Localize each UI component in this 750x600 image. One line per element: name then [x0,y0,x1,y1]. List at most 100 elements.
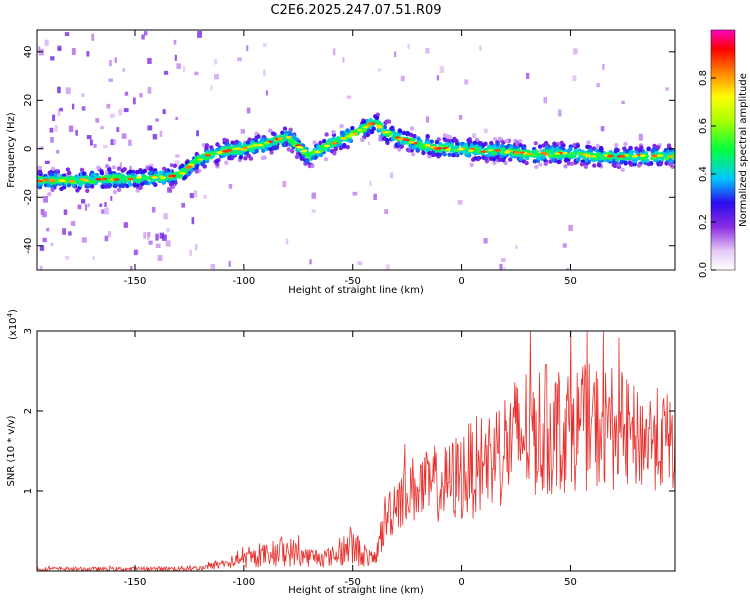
spectrum-speckle [46,227,50,232]
spectrum-ridge-peak [494,149,501,152]
spectrum-ridge-core [672,152,675,156]
spectrum-ridge-peak [445,148,452,151]
spectrum-ridge-point [583,164,589,169]
spectrum-speckle [129,165,132,172]
spectrum-ridge-point [619,160,624,165]
spectrogram-x-tick-label: -150 [124,276,147,287]
snr-y-tick-label: 1 [23,488,34,494]
spectrum-speckle [596,82,600,88]
spectrum-speckle [89,139,93,146]
spectrogram-x-label: Height of straight line (km) [288,285,424,296]
snr-x-tick-label: 0 [458,577,464,588]
spectrum-ridge-point [594,148,599,153]
spectrum-ridge-point [120,183,126,189]
spectrum-speckle [165,240,171,247]
spectrum-ridge-peak [135,176,142,179]
spectrum-speckle [77,204,82,210]
spectrum-ridge-point [498,157,503,162]
spectrum-ridge-core [570,151,576,156]
spectrum-speckle [214,58,218,65]
spectrum-ridge-point [518,142,523,148]
spectrum-speckle [309,259,312,265]
spectrum-ridge-point [656,145,661,150]
spectrum-ridge-point [215,142,220,147]
spectrum-ridge-point [592,163,597,168]
spectrum-ridge-peak [204,154,211,157]
spectrum-speckle [102,144,108,149]
spectrum-speckle [425,47,430,54]
spectrum-ridge-point [148,166,154,172]
spectrum-ridge-peak [503,151,510,154]
spectrum-ridge-point [79,167,85,173]
spectrum-speckle [352,191,358,196]
spectrum-ridge-point [412,133,417,139]
spectrum-ridge-peak [367,122,374,125]
spectrum-speckle [122,68,125,72]
spectrum-ridge-point [247,137,252,142]
spectrogram-y-tick-label: -40 [23,238,34,254]
spectrum-speckle [155,118,159,122]
spectrum-ridge-peak [196,158,203,161]
spectrum-ridge-point [99,171,105,176]
spectrum-ridge-point [267,128,273,133]
spectrum-ridge-core [257,146,263,150]
spectrum-ridge-core [90,180,96,184]
spectrum-speckle [93,144,97,148]
spectrum-ridge-peak [561,151,568,155]
spectrum-ridge-core [577,152,583,156]
spectrum-ridge-peak [519,151,526,154]
spectrum-speckle [50,56,55,61]
spectrum-ridge-peak [301,149,308,153]
spectrogram-y-tick-label: 20 [23,94,34,107]
spectrum-ridge-point [518,156,524,162]
spectrum-ridge-point [389,126,394,132]
spectrum-ridge-point [611,162,616,168]
spectrum-speckle [285,238,289,245]
spectrum-speckle [167,187,173,193]
spectrum-speckle [436,75,440,81]
spectrum-ridge-point [401,130,407,136]
spectrum-ridge-peak [429,145,436,149]
spectrum-speckle [194,244,198,251]
spectrum-ridge-peak [127,177,134,181]
spectrum-ridge-point [282,126,288,131]
spectrum-ridge-point [143,180,149,185]
spectrum-ridge-point [669,158,674,164]
spectrum-speckle [143,31,148,36]
spectrum-ridge-point [451,152,456,158]
spectrum-ridge-point [323,157,329,162]
snr-x-tick-label: -150 [124,577,147,588]
spectrum-speckle [174,160,180,168]
spectrum-ridge-peak [48,178,55,182]
spectrum-ridge-peak [188,163,195,166]
spectrum-ridge-point [534,164,539,170]
spectrum-speckle [81,199,86,204]
spectrum-ridge-point [646,161,652,167]
spectrum-ridge-peak [314,150,321,154]
spectrum-speckle [210,85,213,91]
spectrum-ridge-point [53,173,58,178]
spectrum-speckle [501,258,506,263]
spectrum-ridge-point [524,160,529,166]
spectrum-ridge-point [345,144,350,150]
spectrum-speckle [464,79,469,85]
spectrum-ridge-peak [619,155,626,158]
spectrum-speckle [43,196,48,203]
spectrum-ridge-peak [487,149,494,152]
spectrum-ridge-peak [651,154,658,158]
spectrum-ridge-point [524,155,530,161]
spectrum-speckle [155,233,159,241]
spectrogram-x-tick-label: -100 [233,276,256,287]
spectrum-ridge-point [492,160,497,166]
spectrum-ridge-point [399,144,404,149]
spectrum-ridge-point [341,132,346,137]
spectrum-ridge-point [406,148,412,153]
spectrum-ridge-point [566,161,572,166]
spectrum-speckle [332,48,336,56]
spectrum-speckle [638,133,643,141]
spectrum-ridge-point [194,165,199,171]
spectrum-ridge-point [37,165,42,171]
spectrum-speckle [193,190,198,198]
spectrum-speckle [458,115,463,120]
spectrum-ridge-peak [657,154,664,157]
